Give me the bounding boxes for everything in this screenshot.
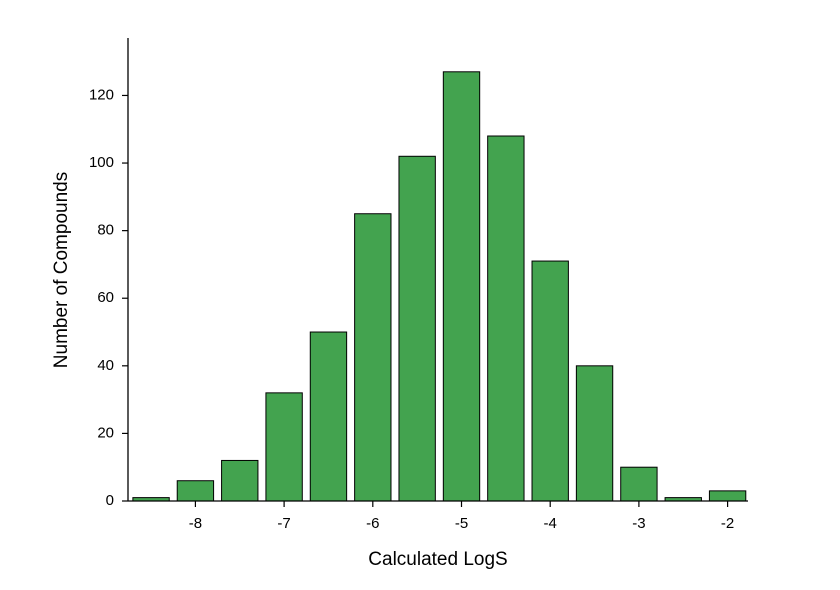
x-axis-title: Calculated LogS [368, 549, 507, 570]
bar [575, 365, 614, 502]
x-tick-label: -7 [277, 515, 290, 532]
x-tick-label: -8 [189, 515, 202, 532]
x-tick-label: -6 [366, 515, 379, 532]
bar [398, 155, 436, 502]
bar [354, 213, 392, 502]
y-tick-label: 120 [89, 86, 114, 103]
x-tick-label: -3 [632, 515, 645, 532]
bar [487, 135, 525, 502]
y-tick-label: 40 [97, 357, 114, 374]
x-tick-label: -4 [544, 515, 557, 532]
bar [620, 466, 658, 502]
y-tick-label: 0 [106, 492, 114, 509]
bar [442, 71, 481, 502]
bar [309, 331, 348, 502]
y-axis-title: Number of Compounds [51, 172, 72, 368]
bar [265, 392, 303, 502]
y-tick-label: 20 [97, 424, 114, 441]
x-tick-label: -2 [721, 515, 734, 532]
y-tick-label: 60 [97, 289, 114, 306]
y-tick-label: 80 [97, 222, 114, 239]
bar [531, 260, 569, 502]
x-tick-label: -5 [455, 515, 468, 532]
y-tick-label: 100 [89, 154, 114, 171]
bar [221, 459, 259, 502]
bar [708, 490, 747, 502]
bar [176, 480, 215, 502]
